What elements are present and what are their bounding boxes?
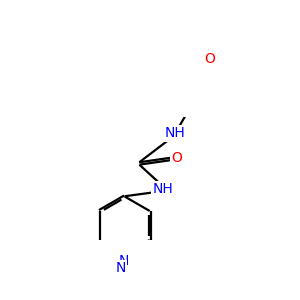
Text: O: O	[204, 52, 215, 66]
Text: N: N	[119, 254, 129, 268]
Text: NH: NH	[165, 126, 186, 140]
Text: NH: NH	[152, 182, 173, 196]
Text: O: O	[171, 151, 182, 165]
Text: N: N	[116, 261, 126, 275]
